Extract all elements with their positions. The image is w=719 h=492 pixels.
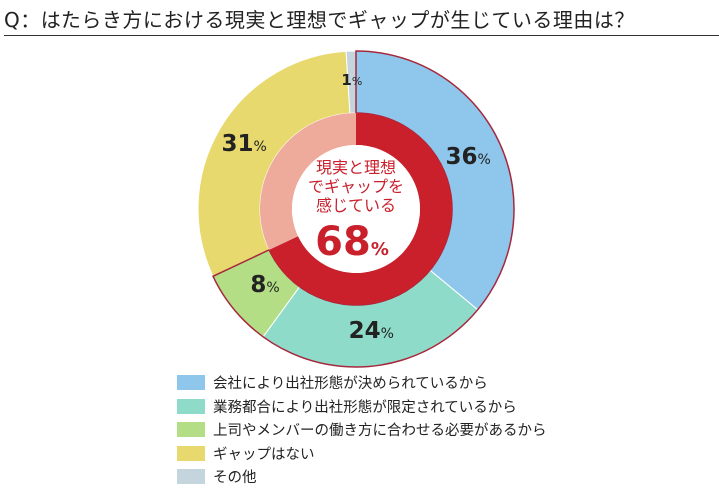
legend-item-1: 会社により出社形態が決められているから [177,371,547,395]
legend-item-4: ギャップはない [177,442,547,466]
question-title: Q：はたらき方における現実と理想でギャップが生じている理由は？ [4,6,719,36]
legend-label: 上司やメンバーの働き方に合わせる必要があるから [213,423,547,440]
legend-swatch [177,445,205,461]
legend-swatch [177,375,205,391]
legend-label: その他 [213,470,257,487]
slice-value-label-1: 36% [446,144,491,170]
legend-item-3: 上司やメンバーの働き方に合わせる必要があるから [177,418,547,442]
legend-label: 業務都合により出社形態が限定されているから [213,399,517,416]
inner-ring-remainder [259,113,356,250]
legend-label: 会社により出社形態が決められているから [213,376,488,393]
legend-item-2: 業務都合により出社形態が限定されているから [177,395,547,419]
legend-item-5: その他 [177,465,547,489]
center-label-line-3: 感じている [316,196,396,215]
legend-label: ギャップはない [213,446,315,463]
chart-legend: 会社により出社形態が決められているから業務都合により出社形態が限定されているから… [177,371,547,489]
inner-ring-gap-arc [269,113,452,305]
inner-ring [259,113,452,305]
center-label-line-1: 現実と理想 [316,158,396,177]
center-label-line-2: でギャップを [308,177,404,196]
legend-swatch [177,469,205,485]
legend-swatch [177,398,205,414]
slice-value-label-5: 1% [341,71,362,89]
center-disc [292,145,420,273]
legend-swatch [177,422,205,438]
